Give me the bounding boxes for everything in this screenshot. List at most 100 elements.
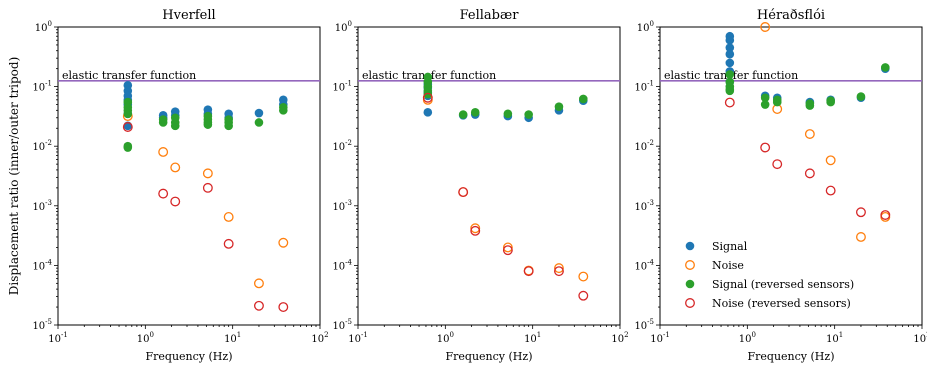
x-tick-label: 100 xyxy=(739,331,756,345)
data-point xyxy=(578,290,589,301)
legend-marker xyxy=(685,298,695,308)
data-point xyxy=(880,210,891,220)
x-axis-label: Frequency (Hz) xyxy=(446,350,533,363)
data-point xyxy=(826,97,835,107)
y-tick-label: 10-1 xyxy=(332,80,352,94)
x-tick-label: 102 xyxy=(611,331,628,345)
x-tick-label: 10-1 xyxy=(48,331,68,345)
data-point xyxy=(772,97,782,107)
x-tick-label: 10-1 xyxy=(650,331,670,345)
x-axis-label: Frequency (Hz) xyxy=(748,350,835,363)
data-point xyxy=(825,185,836,196)
data-point xyxy=(122,122,133,132)
x-tick-label: 101 xyxy=(224,331,241,345)
y-tick-label: 10-4 xyxy=(332,258,352,272)
data-point xyxy=(458,187,469,198)
data-point xyxy=(502,242,513,253)
data-point xyxy=(760,93,770,103)
data-point xyxy=(804,168,815,179)
data-point xyxy=(524,110,533,119)
data-point xyxy=(170,121,180,131)
data-point xyxy=(725,49,735,59)
data-point xyxy=(725,43,735,52)
data-point xyxy=(278,237,289,248)
data-point xyxy=(254,300,264,311)
data-point xyxy=(725,70,735,79)
y-tick-label: 10-1 xyxy=(634,80,654,94)
x-tick-label: 102 xyxy=(311,331,328,345)
data-point xyxy=(579,94,588,104)
data-point xyxy=(724,97,735,108)
panel-1: Hverfell Frequency (Hz) 10-1 100 101 102 10-5 1… xyxy=(32,8,328,363)
data-point xyxy=(254,108,264,118)
y-tick-label: 10-3 xyxy=(332,199,352,213)
y-tick-label: 10-3 xyxy=(634,199,654,213)
series-noise-reversed-sensors xyxy=(724,97,891,220)
data-point xyxy=(503,109,513,119)
y-tick-label: 10-5 xyxy=(32,318,52,332)
data-point xyxy=(224,121,233,131)
data-point xyxy=(158,188,169,199)
data-point xyxy=(725,86,735,96)
plot-area xyxy=(57,26,321,326)
data-point xyxy=(254,278,264,289)
data-point xyxy=(170,196,181,207)
data-point xyxy=(825,155,836,166)
data-point xyxy=(202,168,213,179)
y-tick-label: 10-5 xyxy=(332,318,352,332)
data-point xyxy=(158,118,168,127)
legend-marker xyxy=(685,241,695,251)
data-point xyxy=(158,147,169,157)
x-tick-label: 100 xyxy=(437,331,454,345)
data-point xyxy=(223,212,234,222)
legend-label: Signal xyxy=(712,240,748,253)
data-point xyxy=(725,58,735,68)
y-tick-label: 10-3 xyxy=(32,199,52,213)
data-point xyxy=(804,129,815,139)
series-signal-reversed-sensors xyxy=(725,63,890,110)
data-point xyxy=(523,266,534,277)
panel-title: Hverfell xyxy=(162,8,215,23)
data-point xyxy=(805,101,815,110)
data-point xyxy=(578,271,589,282)
x-tick-label: 10-1 xyxy=(348,331,368,345)
data-point xyxy=(458,110,468,119)
data-point xyxy=(554,102,564,111)
data-point xyxy=(123,109,133,119)
data-point xyxy=(881,63,890,72)
y-tick-label: 100 xyxy=(637,20,654,34)
data-point xyxy=(254,118,264,127)
panel-3: Héraðsflói Frequency (Hz) 10-1 100 101 102 10-… xyxy=(634,8,927,363)
x-tick-label: 100 xyxy=(137,331,154,345)
legend-label: Signal (reversed sensors) xyxy=(712,278,854,291)
legend-label: Noise xyxy=(712,259,744,272)
data-point xyxy=(554,263,564,274)
data-point xyxy=(725,35,735,45)
y-tick-label: 10-2 xyxy=(634,139,654,153)
series-noise xyxy=(122,111,289,289)
legend-marker xyxy=(685,260,695,270)
data-point xyxy=(772,159,783,170)
data-point xyxy=(203,120,213,129)
series-noise xyxy=(760,22,891,242)
data-point xyxy=(223,238,234,249)
plot-area xyxy=(357,26,621,326)
y-tick-label: 100 xyxy=(35,20,52,34)
y-axis-label: Displacement ratio (inner/outer tripod) xyxy=(7,57,21,296)
data-point xyxy=(856,207,866,218)
y-tick-label: 10-2 xyxy=(32,139,52,153)
x-axis-label: Frequency (Hz) xyxy=(146,350,233,363)
panel-title: Héraðsflói xyxy=(757,8,825,23)
data-point xyxy=(760,100,770,109)
data-point xyxy=(170,162,181,173)
y-tick-label: 10-2 xyxy=(332,139,352,153)
panel-title: Fellabær xyxy=(460,8,520,23)
series-noise-reversed-sensors xyxy=(122,122,289,313)
series-noise-reversed-sensors xyxy=(422,92,589,301)
data-point xyxy=(856,232,866,242)
x-tick-label: 101 xyxy=(826,331,843,345)
data-point xyxy=(760,142,771,153)
data-point xyxy=(422,92,433,103)
data-point xyxy=(470,225,481,236)
